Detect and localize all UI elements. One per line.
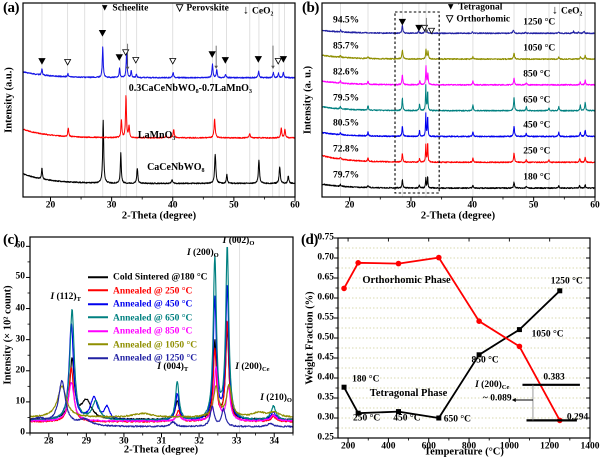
square-marker xyxy=(395,409,401,415)
filled-triangle-marker-icon xyxy=(279,56,288,63)
xrd-trace xyxy=(321,143,596,164)
panel-b-letter: (b) xyxy=(302,0,319,16)
square-marker xyxy=(436,415,442,421)
panel-c-canvas xyxy=(26,236,294,438)
panel-b-canvas xyxy=(321,2,596,202)
panel-a-letter: (a) xyxy=(3,0,20,16)
filled-triangle-marker-icon xyxy=(38,58,46,65)
open-triangle-marker-icon xyxy=(169,58,177,65)
square-marker xyxy=(557,288,563,294)
xrd-trace xyxy=(321,84,596,112)
data-series-line xyxy=(343,290,561,419)
square-marker xyxy=(341,384,347,390)
xrd-trace xyxy=(22,95,296,139)
filled-triangle-marker-icon xyxy=(415,24,423,32)
open-triangle-marker-icon xyxy=(274,58,282,65)
panel-c-letter: (c) xyxy=(3,232,19,248)
xrd-trace xyxy=(321,48,596,61)
panel-c-y-axis-title: Intensity (× 10² count) xyxy=(2,285,14,385)
panel-b: 20 30 40 50 60 ▼ Tetragonal ▽ Orthorhomic ↓ CeO₂ 79… xyxy=(300,0,600,231)
down-arrow-head-icon xyxy=(271,65,275,69)
panel-d-y-axis-title: Weight Fraction (%) xyxy=(304,291,316,385)
panel-b-x-axis-title: 2-Theta (degree) xyxy=(420,210,496,222)
circle-marker xyxy=(476,318,482,324)
panel-d-canvas xyxy=(334,237,591,443)
xrd-trace xyxy=(29,366,294,423)
xrd-trace xyxy=(321,25,596,35)
filled-triangle-marker-icon xyxy=(221,57,229,64)
down-arrow-head-icon xyxy=(125,66,130,70)
filled-triangle-marker-icon xyxy=(115,54,123,61)
panel-d-letter: (d) xyxy=(301,232,318,248)
panel-a: 20 30 40 50 60 ▼ Scheelite ▽ Perovskite ↓ CeO₂ CaCe… xyxy=(0,0,300,231)
panel-b-y-axis-title: Intensity (a. u.) xyxy=(302,65,314,135)
circle-marker xyxy=(341,285,347,292)
open-triangle-marker-icon xyxy=(132,57,140,64)
panel-c: 28 29 30 31 32 33 34 0 10 20 30 40 50 60 Cold Sintered… xyxy=(0,231,300,462)
panel-a-x-axis-title: 2-Theta (degree) xyxy=(121,210,197,222)
xrd-trace xyxy=(321,65,596,86)
open-triangle-marker-icon xyxy=(122,49,130,56)
circle-marker xyxy=(516,343,523,350)
plot-frame xyxy=(29,236,294,434)
open-triangle-marker-icon xyxy=(427,27,436,35)
open-triangle-marker-icon xyxy=(63,59,72,66)
panel-d: 200 400 600 800 1000 1200 1400 0.25 0.30 0.35 0.40… xyxy=(300,231,600,462)
filled-triangle-marker-icon xyxy=(398,18,407,26)
plot-frame xyxy=(321,2,596,198)
xrd-trace xyxy=(321,112,596,138)
down-arrow-head-icon xyxy=(214,65,218,69)
filled-triangle-marker-icon xyxy=(254,56,263,63)
left-arrow-head-icon xyxy=(511,398,516,402)
panel-a-canvas xyxy=(22,2,296,202)
xrd-trace xyxy=(22,119,296,185)
filled-triangle-marker-icon xyxy=(98,29,107,37)
xrd-trace xyxy=(321,176,596,190)
down-arrow-head-icon xyxy=(424,29,429,34)
panel-d-x-axis-title: Temperature (°C) xyxy=(424,446,504,458)
square-marker xyxy=(355,410,361,416)
circle-marker xyxy=(395,260,402,267)
circle-marker xyxy=(436,254,442,261)
xrd-trace xyxy=(29,383,294,418)
filled-triangle-marker-icon xyxy=(208,51,216,58)
panel-c-x-axis-title: 2-Theta (degree) xyxy=(123,444,199,456)
xrd-trace xyxy=(22,46,296,79)
circle-marker xyxy=(355,260,361,266)
xrd-trace xyxy=(29,246,294,422)
panel-a-y-axis-title: Intensity (a.u.) xyxy=(3,67,15,133)
square-marker xyxy=(476,352,482,358)
xrd-trace xyxy=(29,379,294,428)
plot-frame xyxy=(22,2,296,198)
square-marker xyxy=(516,327,522,333)
